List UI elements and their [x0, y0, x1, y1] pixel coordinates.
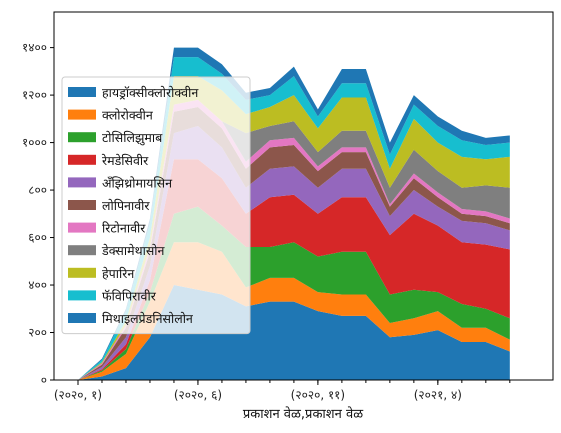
legend-label: टोसिलिझुमाब: [102, 130, 163, 146]
area-series-4: [77, 125, 510, 381]
legend-label: फॅविपिरावीर: [102, 288, 157, 303]
legend-swatch: [68, 267, 96, 278]
legend-label: डेक्सामेथासोन: [101, 243, 166, 258]
legend-swatch: [68, 132, 96, 143]
legend-label: अँझिथ्रोमायसिन: [102, 175, 173, 190]
y-tick-label: १०००: [22, 136, 47, 150]
y-tick-label: ६००: [28, 231, 47, 245]
y-tick-label: २००: [28, 326, 47, 340]
area-series-2: [77, 206, 510, 380]
x-axis-title: प्रकाशन वेळ,प्रकाशन वेळ: [243, 406, 364, 422]
legend-label: क्लोरोक्वीन: [102, 108, 154, 123]
x-tick-label: (२०२०, ६): [174, 388, 222, 402]
legend-swatch: [68, 154, 96, 165]
legend-label: लोपिनावीर: [102, 198, 150, 213]
legend-swatch: [68, 109, 96, 120]
legend-swatch: [68, 222, 96, 233]
legend-swatch: [68, 313, 96, 323]
legend-box: [61, 76, 251, 335]
y-tick-label: १४००: [22, 41, 47, 55]
legend-label: मिथाइलप्रेडनिसोलोन: [102, 311, 194, 326]
legend-swatch: [68, 87, 96, 97]
area-series-7: [77, 99, 510, 380]
y-tick-label: १२००: [22, 88, 47, 102]
x-tick-label: (२०२०, ११): [291, 388, 345, 402]
legend-swatch: [68, 177, 96, 188]
y-tick-label: ४००: [28, 278, 47, 292]
x-axis: (२०२०, १) (२०२०, ६) (२०२०, ११) (२०२१, ४): [54, 380, 511, 402]
area-series-3: [77, 159, 510, 380]
legend-swatch: [68, 290, 96, 301]
plot-border: [53, 11, 554, 381]
legend-label: हेपारिन: [102, 266, 135, 281]
y-axis: ० २०० ४०० ६०० ८०० १००० १२०० १४००: [22, 41, 54, 387]
area-series-5: [77, 106, 510, 380]
area-series-9: [77, 57, 510, 381]
y-tick-label: ८००: [28, 183, 47, 197]
legend-swatch: [68, 200, 96, 210]
legend-label: हायड्रॉक्सीक्लोरोक्वीन: [102, 85, 199, 100]
x-tick-label: (२०२१, ४): [414, 388, 462, 402]
legend: हायड्रॉक्सीक्लोरोक्वीन क्लोरोक्वीन टोसिलिझ…: [61, 76, 251, 335]
x-tick-label: (२०२०, १): [54, 388, 102, 402]
legend-label: रिटोनावीर: [102, 221, 146, 236]
y-tick-label: ०: [41, 373, 47, 387]
legend-label: रेमडेसिवीर: [101, 153, 149, 168]
area-series-8: [77, 76, 510, 380]
legend-swatch: [68, 245, 96, 256]
